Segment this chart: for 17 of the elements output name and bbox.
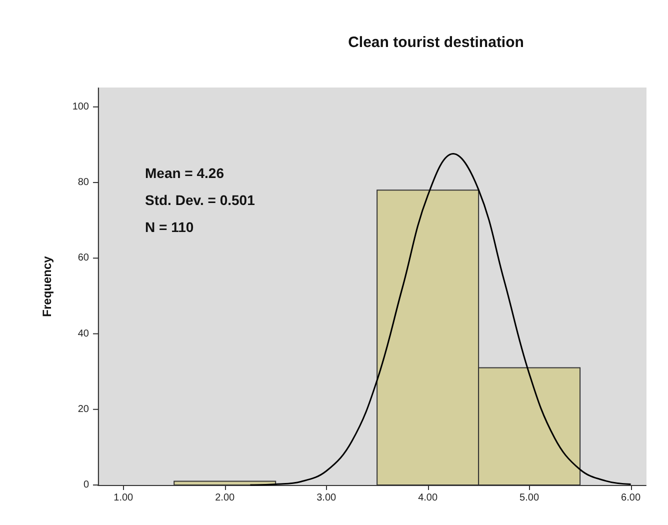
y-axis-title: Frequency [40, 256, 54, 317]
annotation: Std. Dev. = 0.501 [145, 192, 256, 208]
chart-title: Clean tourist destination [348, 34, 524, 51]
x-tick-label: 1.00 [114, 492, 134, 504]
y-tick-label: 80 [78, 177, 90, 188]
x-tick-label: 6.00 [621, 492, 641, 504]
x-tick-label: 4.00 [418, 492, 438, 504]
x-tick-label: 2.00 [215, 492, 236, 504]
y-tick-label: 40 [78, 328, 90, 340]
annotation: Mean = 4.26 [145, 165, 224, 181]
y-tick-label: 20 [78, 404, 90, 415]
x-tick-label: 3.00 [316, 492, 336, 504]
y-tick-label: 0 [83, 480, 90, 490]
y-tick-label: 100 [72, 101, 90, 112]
y-tick-label: 60 [78, 252, 90, 264]
annotation: N = 110 [145, 219, 194, 235]
x-tick-label: 5.00 [520, 492, 540, 504]
